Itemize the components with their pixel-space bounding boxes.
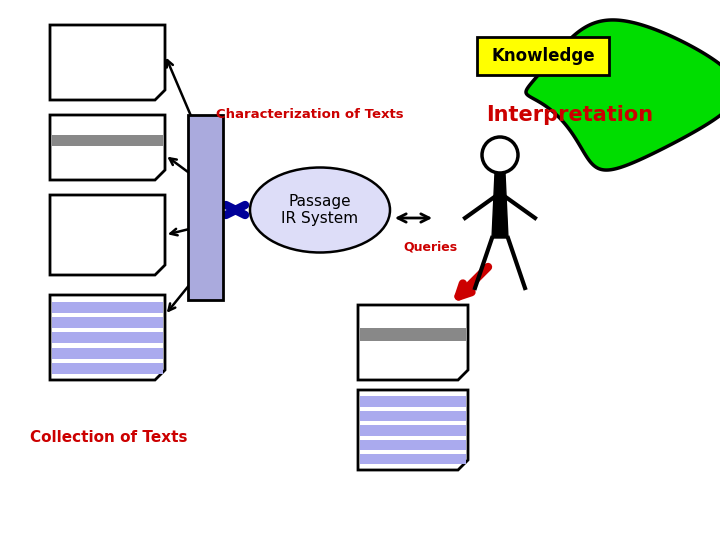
- Text: Passage
IR System: Passage IR System: [282, 194, 359, 226]
- Bar: [360, 454, 466, 464]
- Bar: [360, 327, 466, 341]
- FancyBboxPatch shape: [477, 37, 609, 75]
- Bar: [52, 317, 163, 328]
- Polygon shape: [50, 295, 165, 380]
- Polygon shape: [50, 195, 165, 275]
- Polygon shape: [50, 25, 165, 100]
- Bar: [52, 348, 163, 359]
- Bar: [360, 411, 466, 421]
- Polygon shape: [358, 305, 468, 380]
- Polygon shape: [492, 173, 508, 238]
- Bar: [360, 425, 466, 436]
- Bar: [52, 363, 163, 374]
- Text: Collection of Texts: Collection of Texts: [30, 430, 187, 445]
- Bar: [188, 115, 223, 300]
- Text: Characterization of Texts: Characterization of Texts: [216, 109, 404, 122]
- Polygon shape: [50, 115, 165, 180]
- Polygon shape: [358, 390, 468, 470]
- Bar: [360, 440, 466, 450]
- Polygon shape: [526, 20, 720, 170]
- Bar: [52, 302, 163, 313]
- Text: Knowledge: Knowledge: [491, 47, 595, 65]
- Bar: [52, 134, 163, 146]
- Ellipse shape: [250, 167, 390, 253]
- Text: Interpretation: Interpretation: [487, 105, 654, 125]
- Bar: [360, 396, 466, 407]
- Circle shape: [482, 137, 518, 173]
- Text: Queries: Queries: [403, 240, 457, 253]
- Bar: [52, 333, 163, 343]
